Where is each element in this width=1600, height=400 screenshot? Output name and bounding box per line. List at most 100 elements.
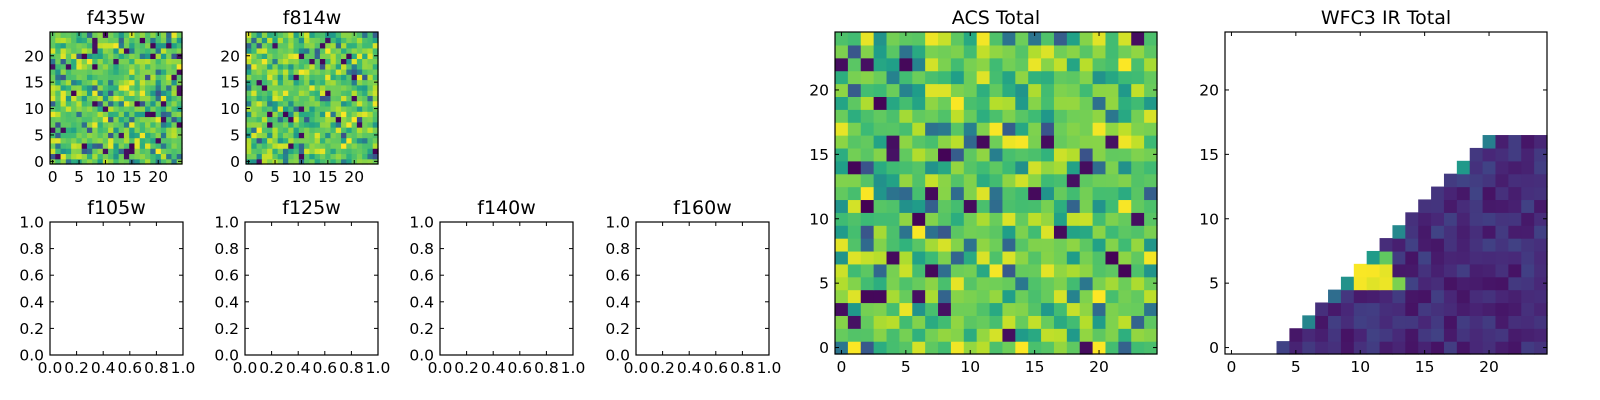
heatmap-cell bbox=[1002, 225, 1016, 239]
heatmap-cell bbox=[873, 32, 888, 46]
heatmap-cell bbox=[277, 37, 284, 44]
heatmap-cell bbox=[123, 121, 130, 128]
y-tick-label: 0.8 bbox=[19, 240, 44, 258]
heatmap-cell bbox=[160, 132, 167, 139]
heatmap-cell bbox=[92, 105, 99, 112]
heatmap-cell bbox=[1066, 96, 1081, 110]
heatmap-cell bbox=[309, 37, 316, 44]
heatmap-cell bbox=[1366, 263, 1381, 278]
heatmap-cell bbox=[256, 127, 263, 133]
heatmap-cell bbox=[314, 95, 321, 102]
heatmap-cell bbox=[1328, 289, 1342, 304]
heatmap-cell bbox=[1495, 225, 1509, 239]
heatmap-cell bbox=[1456, 302, 1471, 316]
heatmap-cell bbox=[335, 32, 342, 38]
heatmap-cell bbox=[171, 137, 178, 144]
heatmap-cell bbox=[1508, 263, 1522, 278]
heatmap-cell bbox=[118, 127, 125, 133]
heatmap-cell bbox=[1053, 109, 1068, 123]
heatmap-cell bbox=[1028, 57, 1042, 72]
heatmap-cell bbox=[1144, 70, 1158, 85]
heatmap-cell bbox=[97, 53, 104, 59]
heatmap-cell bbox=[71, 142, 77, 149]
heatmap-cell bbox=[1328, 341, 1342, 355]
heatmap-cell bbox=[171, 68, 178, 75]
heatmap-cell bbox=[251, 53, 258, 59]
heatmap-cell bbox=[50, 116, 56, 123]
heatmap-cell bbox=[1066, 186, 1081, 201]
heatmap-cell bbox=[356, 90, 363, 96]
heatmap-cell bbox=[372, 63, 379, 70]
heatmap-cell bbox=[246, 63, 252, 70]
heatmap-cell bbox=[912, 341, 926, 355]
heatmap-cell bbox=[171, 84, 178, 91]
heatmap-cell bbox=[835, 186, 849, 201]
heatmap-cell bbox=[261, 158, 268, 165]
heatmap-cell bbox=[835, 32, 849, 46]
heatmap-cell bbox=[150, 95, 157, 102]
heatmap-cell bbox=[166, 32, 173, 38]
heatmap-cell bbox=[356, 116, 363, 123]
heatmap-cell bbox=[92, 100, 99, 107]
heatmap-cell bbox=[346, 47, 353, 54]
heatmap-cell bbox=[925, 328, 939, 342]
heatmap-cell bbox=[1508, 328, 1522, 342]
x-tick-label: 20 bbox=[1479, 358, 1499, 376]
heatmap-cell bbox=[251, 105, 258, 112]
heatmap-cell bbox=[330, 37, 337, 44]
heatmap-cell bbox=[81, 63, 88, 70]
heatmap-cell bbox=[171, 148, 178, 155]
heatmap-cell bbox=[267, 111, 273, 118]
heatmap-cell bbox=[950, 315, 965, 329]
heatmap-cell bbox=[60, 116, 67, 123]
heatmap-cell bbox=[1131, 57, 1145, 72]
heatmap-cell bbox=[50, 90, 56, 96]
heatmap-cell bbox=[304, 127, 310, 133]
heatmap-cell bbox=[251, 116, 258, 123]
heatmap-cell bbox=[108, 158, 114, 165]
heatmap-cell bbox=[1144, 122, 1158, 136]
heatmap-cell bbox=[251, 100, 258, 107]
heatmap-cell bbox=[113, 100, 120, 107]
heatmap-cell bbox=[267, 42, 273, 49]
heatmap-cell bbox=[335, 148, 342, 155]
heatmap-cell bbox=[835, 109, 849, 123]
heatmap-cell bbox=[86, 111, 93, 118]
heatmap-cell bbox=[1105, 109, 1119, 123]
heatmap-cell bbox=[113, 42, 120, 49]
heatmap-cell bbox=[319, 90, 326, 96]
heatmap-cell bbox=[1131, 44, 1145, 59]
heatmap-cell bbox=[55, 84, 62, 91]
heatmap-cell bbox=[1118, 57, 1132, 72]
heatmap-cell bbox=[160, 53, 167, 59]
heatmap-cell bbox=[1079, 173, 1094, 188]
heatmap-cell bbox=[108, 42, 114, 49]
heatmap-cell bbox=[55, 153, 62, 160]
heatmap-cell bbox=[176, 111, 183, 118]
heatmap-cell bbox=[256, 148, 263, 155]
heatmap-cell bbox=[1418, 212, 1432, 226]
heatmap-cell bbox=[1053, 276, 1068, 291]
heatmap-cell bbox=[847, 173, 862, 188]
heatmap-cell bbox=[351, 63, 358, 70]
heatmap-cell bbox=[60, 137, 67, 144]
heatmap-cell bbox=[60, 95, 67, 102]
heatmap-cell bbox=[1521, 238, 1535, 252]
x-tick-label: 0.4 bbox=[481, 359, 506, 377]
heatmap-cell bbox=[976, 122, 991, 136]
heatmap-cell bbox=[277, 79, 284, 86]
heatmap-cell bbox=[330, 137, 337, 144]
heatmap-cell bbox=[129, 142, 136, 149]
heatmap-cell bbox=[886, 250, 900, 265]
heatmap-cell bbox=[1353, 341, 1368, 355]
heatmap-cell bbox=[1131, 122, 1145, 136]
heatmap-cell bbox=[1469, 250, 1484, 265]
heatmap-cell bbox=[155, 63, 162, 70]
heatmap-cell bbox=[71, 127, 77, 133]
heatmap-cell bbox=[1041, 238, 1055, 252]
heatmap-cell bbox=[1066, 173, 1081, 188]
heatmap-cell bbox=[102, 37, 109, 44]
heatmap-cell bbox=[886, 44, 900, 59]
heatmap-cell bbox=[293, 153, 300, 160]
heatmap-cell bbox=[108, 148, 114, 155]
